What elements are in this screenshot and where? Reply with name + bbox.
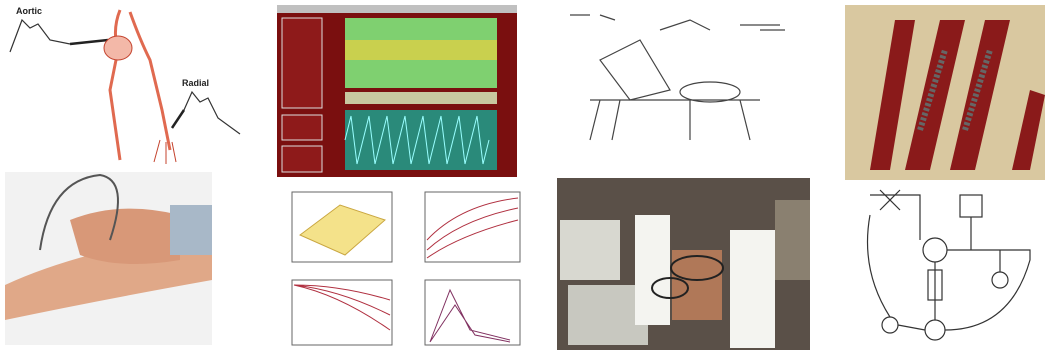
title-bar (277, 5, 517, 13)
node (992, 272, 1008, 288)
cylinder-sketch (680, 82, 740, 102)
schematic (868, 190, 1031, 340)
monitor (560, 220, 620, 280)
curves (427, 198, 518, 258)
pointer (172, 110, 184, 128)
spectrogram-band (345, 40, 497, 60)
plot-frame (425, 192, 520, 262)
lab-coat (635, 215, 670, 325)
lab-photo (557, 178, 810, 350)
curves (430, 290, 510, 342)
software-screenshot (277, 5, 517, 177)
plot-frame (425, 280, 520, 345)
signal-strip (345, 92, 497, 104)
notes-sketch (570, 15, 785, 30)
curves (294, 285, 390, 330)
hand (70, 209, 180, 264)
hand (154, 140, 176, 164)
control-panel (282, 115, 322, 140)
aortic-label: Aortic (16, 6, 42, 16)
sketch (570, 15, 785, 140)
plot-frame (292, 280, 392, 345)
bench-sketch (590, 100, 760, 140)
seat-sketch (600, 40, 670, 100)
node (882, 317, 898, 333)
lab-coat (730, 230, 775, 348)
pulse-photo (5, 172, 212, 345)
radial-label: Radial (182, 78, 209, 88)
subject (672, 250, 722, 320)
collage: Aortic Radial (0, 0, 1048, 351)
arteries (110, 10, 170, 160)
node (923, 238, 947, 262)
pointer (70, 40, 108, 44)
valve (880, 190, 900, 210)
stent-illustration (845, 5, 1045, 180)
sleeve (170, 205, 212, 255)
heart (104, 36, 132, 60)
connections (868, 195, 1031, 330)
control-panel (282, 146, 322, 172)
radial-waveform (184, 92, 240, 134)
shelf (775, 200, 810, 280)
aortic-waveform (10, 20, 70, 52)
box (960, 195, 982, 217)
node (925, 320, 945, 340)
control-panel (282, 18, 322, 108)
page: Aortic Radial (0, 0, 1048, 351)
plot-grid (292, 192, 520, 345)
pulse-illustration: Aortic Radial (10, 6, 240, 164)
